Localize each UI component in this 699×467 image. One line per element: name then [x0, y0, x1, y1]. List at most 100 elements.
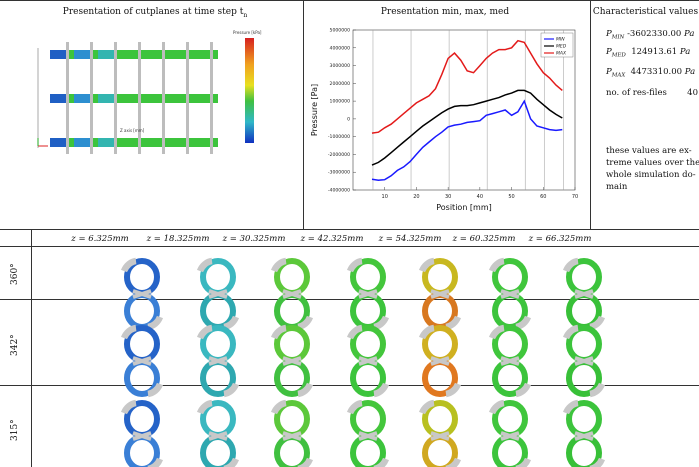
cutplane-bar-segment — [194, 50, 212, 59]
section-figure — [418, 399, 462, 467]
section-cross — [282, 289, 302, 299]
section-gap — [196, 399, 213, 415]
section-figure — [488, 324, 532, 398]
section-ring-bottom — [124, 434, 160, 467]
cutplane-bar-segment — [194, 138, 212, 147]
cutplane-bar-segment — [122, 50, 140, 59]
section-figure — [196, 257, 240, 331]
cutplane-model — [50, 42, 218, 154]
section-figure — [488, 257, 532, 331]
section-gap — [297, 382, 314, 398]
section-ring-bottom — [566, 434, 602, 467]
z-header: z = 54.325mm — [378, 234, 442, 244]
section-gap — [418, 257, 435, 273]
cutplane-slice — [162, 42, 165, 154]
pmin-value: -3602330.00 — [627, 29, 682, 39]
pressure-chart: -4000000 -3000000 -2000000 -1000000 0 1000000… — [310, 28, 578, 213]
section-gap — [120, 399, 137, 415]
y-tick-label: 1000000 — [330, 99, 351, 105]
x-axis-label: Position [mm] — [436, 203, 492, 212]
section-cross — [430, 431, 450, 441]
cutplane-slice — [138, 42, 141, 154]
cutplane-bar-segment — [50, 50, 68, 59]
section-gap — [196, 324, 213, 340]
cutplane-bar-segment — [74, 138, 92, 147]
cutplane-bar-segment — [170, 50, 188, 59]
cutplane-bar-segment — [98, 50, 116, 59]
section-gap — [488, 257, 505, 273]
section-figure — [120, 257, 164, 331]
section-ring-bottom — [492, 434, 528, 467]
z-header: z = 60.325mm — [452, 234, 516, 244]
section-figure — [418, 257, 462, 331]
y-tick-label: 3000000 — [330, 63, 351, 69]
x-tick-label: 50 — [508, 194, 514, 200]
colorbar-title: Pressure [kPa] — [233, 30, 262, 35]
nres-row: no. of res-files 40 — [606, 88, 698, 98]
x-tick-label: 70 — [572, 194, 578, 200]
pmed-value: 124913.61 — [631, 47, 678, 57]
section-cross — [358, 356, 378, 366]
x-tick-label: 40 — [477, 194, 483, 200]
cutplane-bar-segment — [74, 94, 92, 103]
section-gap — [373, 382, 390, 398]
section-gap — [270, 399, 287, 415]
cutplane-bar-segment — [170, 138, 188, 147]
z-header: z = 30.325mm — [222, 234, 286, 244]
section-figure — [120, 399, 164, 467]
section-gap — [562, 324, 579, 340]
section-gap — [445, 382, 462, 398]
pmax-value: 4473310.00 — [630, 67, 683, 77]
z-header: z = 18.325mm — [146, 234, 210, 244]
x-tick-label: 10 — [382, 194, 388, 200]
section-gap — [120, 324, 137, 340]
section-gap — [488, 399, 505, 415]
cutplane-bar-segment — [170, 94, 188, 103]
section-gap — [147, 382, 164, 398]
section-gap — [488, 324, 505, 340]
cutplane-slice — [186, 42, 189, 154]
cutplane-view: Z axis [mm] Pressure [kPa] — [37, 30, 262, 154]
x-tick-label: 20 — [413, 194, 419, 200]
section-figure — [196, 399, 240, 467]
cutplane-bar-segment — [98, 138, 116, 147]
section-figure — [196, 324, 240, 398]
section-cross — [574, 431, 594, 441]
series-line-min — [371, 99, 563, 181]
legend-entry: MED — [556, 44, 567, 50]
section-gap — [515, 457, 532, 467]
note-line-2: treme values over the — [606, 158, 699, 168]
section-gap — [589, 382, 606, 398]
section-cross — [574, 289, 594, 299]
section-cross — [282, 431, 302, 441]
section-figure — [346, 399, 390, 467]
nres-value: 40 — [687, 88, 698, 98]
section-gap — [270, 257, 287, 273]
y-tick-label: -4000000 — [328, 188, 350, 194]
section-figure — [562, 257, 606, 331]
section-figure — [562, 399, 606, 467]
section-figure — [418, 324, 462, 398]
plot-frame — [352, 29, 576, 191]
section-cross — [500, 356, 520, 366]
section-gap — [515, 382, 532, 398]
cutplane-bar-segment — [146, 94, 164, 103]
section-gap — [562, 257, 579, 273]
section-cross — [132, 289, 152, 299]
minmax-title: Presentation min, max, med — [380, 7, 510, 17]
section-cross — [358, 431, 378, 441]
y-tick-label: 4000000 — [330, 45, 351, 51]
cutplane-bar-segment — [122, 138, 140, 147]
y-tick-label: 5000000 — [330, 28, 351, 34]
legend-entry: MIN — [556, 37, 565, 43]
section-ring-bottom — [200, 434, 236, 467]
y-tick-label: -3000000 — [328, 170, 350, 176]
y-tick-label: 0 — [347, 116, 350, 122]
section-cross — [208, 431, 228, 441]
section-gap — [346, 257, 363, 273]
series-line-max — [371, 39, 563, 134]
section-figure — [270, 399, 314, 467]
pmax-row: PMAX 4473310.00 Pa — [606, 67, 696, 79]
note-line-1: these values are ex- — [606, 146, 692, 156]
section-cross — [358, 289, 378, 299]
